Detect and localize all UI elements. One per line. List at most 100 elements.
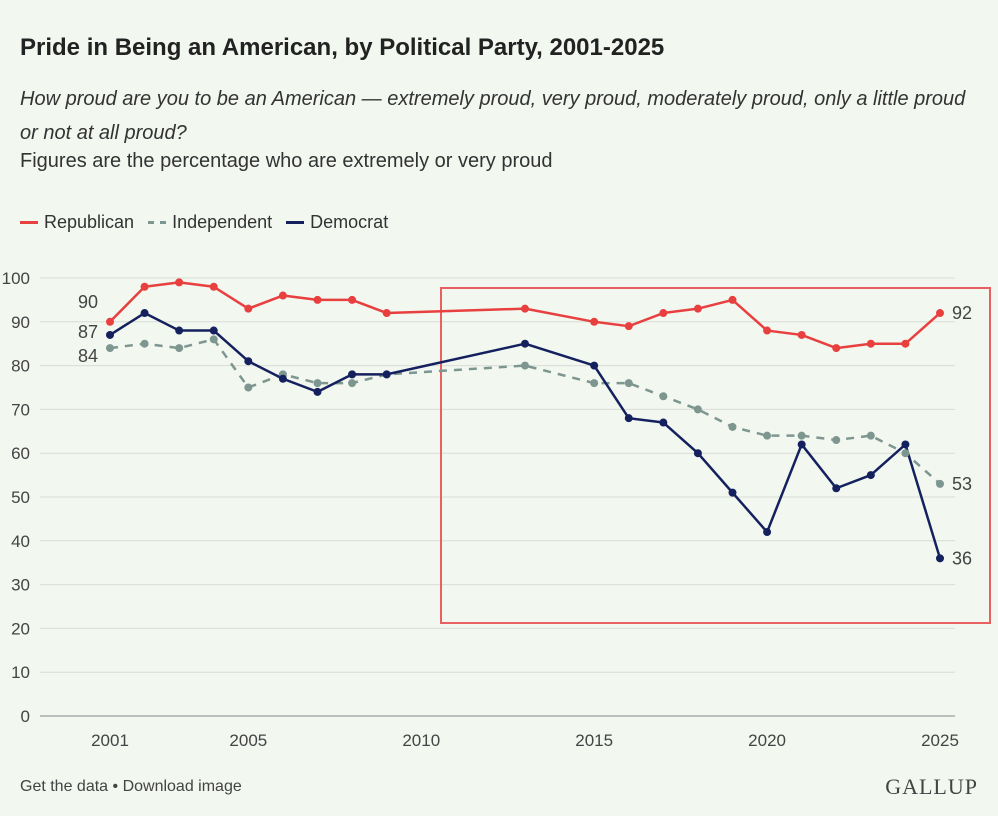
x-tick-label: 2001 [91,731,129,750]
data-point-democrat [866,471,875,480]
data-point-democrat [278,374,287,383]
legend: Republican Independent Democrat [20,212,388,233]
start-label: 87 [78,322,98,342]
y-tick-label: 90 [11,313,30,332]
data-point-democrat [624,414,633,423]
data-point-independent [832,436,841,445]
y-tick-label: 100 [2,269,30,288]
series-line-republican [109,281,941,350]
data-point-republican [797,330,806,339]
data-point-independent [901,449,910,458]
legend-label-independent: Independent [172,212,273,232]
x-tick-label: 2015 [575,731,613,750]
footer-separator: • [108,778,123,795]
data-point-republican [140,282,149,291]
x-tick-label: 2005 [229,731,267,750]
y-tick-label: 10 [11,663,30,682]
legend-label-democrat: Democrat [310,212,389,232]
data-point-republican [936,309,944,318]
chart-subtitle: How proud are you to be an American — ex… [20,88,966,144]
data-point-republican [278,291,287,300]
legend-label-republican: Republican [44,212,135,232]
x-tick-label: 2020 [748,731,786,750]
series-line-democrat [109,311,942,559]
data-point-democrat [106,330,114,339]
chart-note: Figures are the percentage who are extre… [20,150,553,172]
y-tick-label: 40 [11,532,30,551]
data-point-independent [521,361,529,370]
start-label: 90 [78,292,98,312]
data-point-democrat [693,449,702,458]
data-point-republican [521,304,529,313]
data-point-democrat [936,554,944,563]
download-image-link[interactable]: Download image [122,778,242,795]
data-point-independent [693,405,702,414]
gallup-logo: GALLUP [885,774,978,799]
data-point-independent [624,379,633,388]
data-point-independent [175,344,184,353]
end-label: 36 [952,548,972,568]
legend-item-democrat: Democrat [286,212,388,233]
legend-swatch-democrat [286,221,305,224]
data-point-republican [728,295,737,304]
data-point-republican [659,309,668,318]
data-point-republican [832,344,841,353]
data-point-republican [244,304,253,313]
x-tick-label: 2010 [402,731,440,750]
data-point-independent [244,383,253,392]
y-tick-label: 0 [21,707,30,726]
data-point-democrat [140,309,149,318]
data-point-democrat [521,339,529,348]
data-point-democrat [244,357,253,366]
data-point-democrat [728,488,737,497]
x-tick-label: 2025 [921,731,959,750]
data-point-independent [209,335,218,344]
data-point-republican [624,322,633,331]
data-point-democrat [763,528,772,537]
data-point-democrat [382,370,391,379]
y-tick-label: 70 [11,400,30,419]
data-point-democrat [901,440,910,449]
data-point-independent [313,379,322,388]
data-point-independent [797,431,806,440]
data-point-democrat [832,484,841,493]
highlight-box [440,287,991,624]
legend-swatch-independent [148,221,167,224]
data-point-independent [936,479,944,488]
data-point-independent [348,379,357,388]
footer: Get the data • Download image [20,778,242,796]
start-label: 84 [78,346,98,366]
data-point-republican [901,339,910,348]
data-point-democrat [348,370,357,379]
data-point-independent [866,431,875,440]
legend-item-republican: Republican [20,212,134,233]
y-tick-label: 60 [11,444,30,463]
data-point-republican [693,304,702,313]
data-point-democrat [659,418,668,427]
data-point-republican [866,339,875,348]
data-point-democrat [313,387,322,396]
data-point-republican [313,295,322,304]
legend-item-independent: Independent [148,212,272,233]
data-point-independent [728,422,737,431]
data-point-democrat [209,326,218,335]
data-point-republican [590,317,599,326]
data-point-independent [106,344,114,353]
data-point-independent [659,392,668,401]
data-point-republican [763,326,772,335]
legend-swatch-republican [20,221,38,224]
data-point-independent [590,379,599,388]
get-data-link[interactable]: Get the data [20,778,109,795]
data-point-democrat [175,326,184,335]
y-tick-label: 50 [11,488,30,507]
data-point-democrat [590,361,599,370]
chart-title: Pride in Being an American, by Political… [20,34,665,61]
end-label: 92 [952,303,972,323]
y-tick-label: 20 [11,619,30,638]
data-point-republican [348,295,357,304]
data-point-republican [382,309,391,318]
y-tick-label: 30 [11,576,30,595]
end-label: 53 [952,474,972,494]
y-tick-label: 80 [11,357,30,376]
